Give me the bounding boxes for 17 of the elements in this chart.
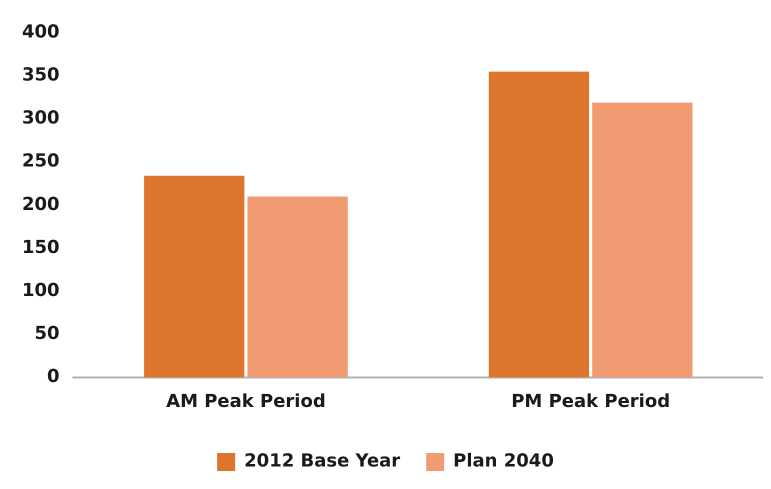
legend-label: 2012 Base Year [244, 450, 400, 472]
bar [592, 102, 693, 378]
legend-label: Plan 2040 [453, 450, 554, 472]
bar [247, 196, 348, 378]
y-tick-label: 0 [47, 366, 60, 388]
bar [488, 72, 590, 378]
y-tick-label: 300 [22, 108, 60, 129]
y-tick-label: 150 [22, 236, 60, 258]
y-tick-label: 400 [22, 21, 60, 42]
y-tick-label: 350 [22, 64, 60, 86]
x-tick-label: PM Peak Period [511, 390, 670, 412]
y-tick-label: 100 [22, 280, 60, 301]
y-tick-label: 200 [22, 194, 60, 215]
y-tick-label: 250 [22, 150, 60, 172]
bar [144, 176, 244, 378]
y-tick-label: 50 [34, 322, 60, 344]
x-tick-label: AM Peak Period [166, 390, 326, 412]
